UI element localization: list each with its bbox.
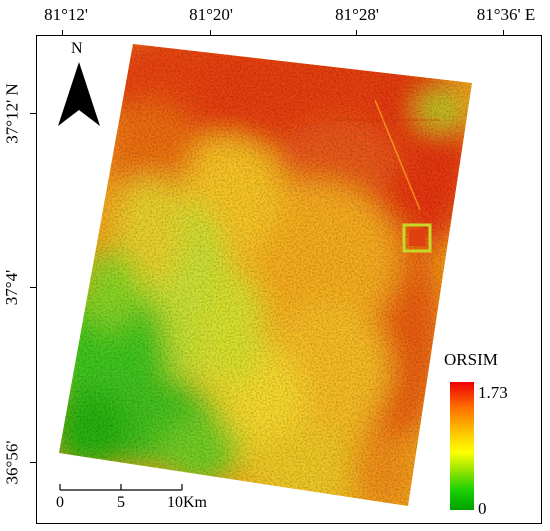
legend-color-ramp: [450, 382, 474, 510]
lat-tickmark: [30, 287, 36, 288]
lon-tickmark: [210, 30, 211, 36]
lon-tickmark: [503, 30, 504, 36]
lon-label: 81°12': [44, 5, 88, 24]
legend-title: ORSIM: [444, 350, 498, 369]
scale-label: 0: [56, 494, 64, 511]
legend-max-label: 1.73: [478, 383, 508, 402]
lon-label: 81°36' E: [476, 5, 536, 24]
north-label: N: [71, 40, 83, 57]
scale-bar: [59, 484, 183, 491]
north-arrow-icon: [58, 62, 100, 126]
lon-tickmark: [62, 30, 63, 36]
lon-label: 81°28': [335, 5, 379, 24]
map-frame: [36, 35, 542, 524]
lon-tickmark: [356, 30, 357, 36]
lat-tickmark: [30, 462, 36, 463]
scale-label: 10Km: [167, 494, 207, 511]
lon-label: 81°20': [189, 5, 233, 24]
scale-label: 5: [117, 494, 125, 511]
lat-tickmark: [30, 113, 36, 114]
legend-min-label: 0: [478, 499, 487, 518]
